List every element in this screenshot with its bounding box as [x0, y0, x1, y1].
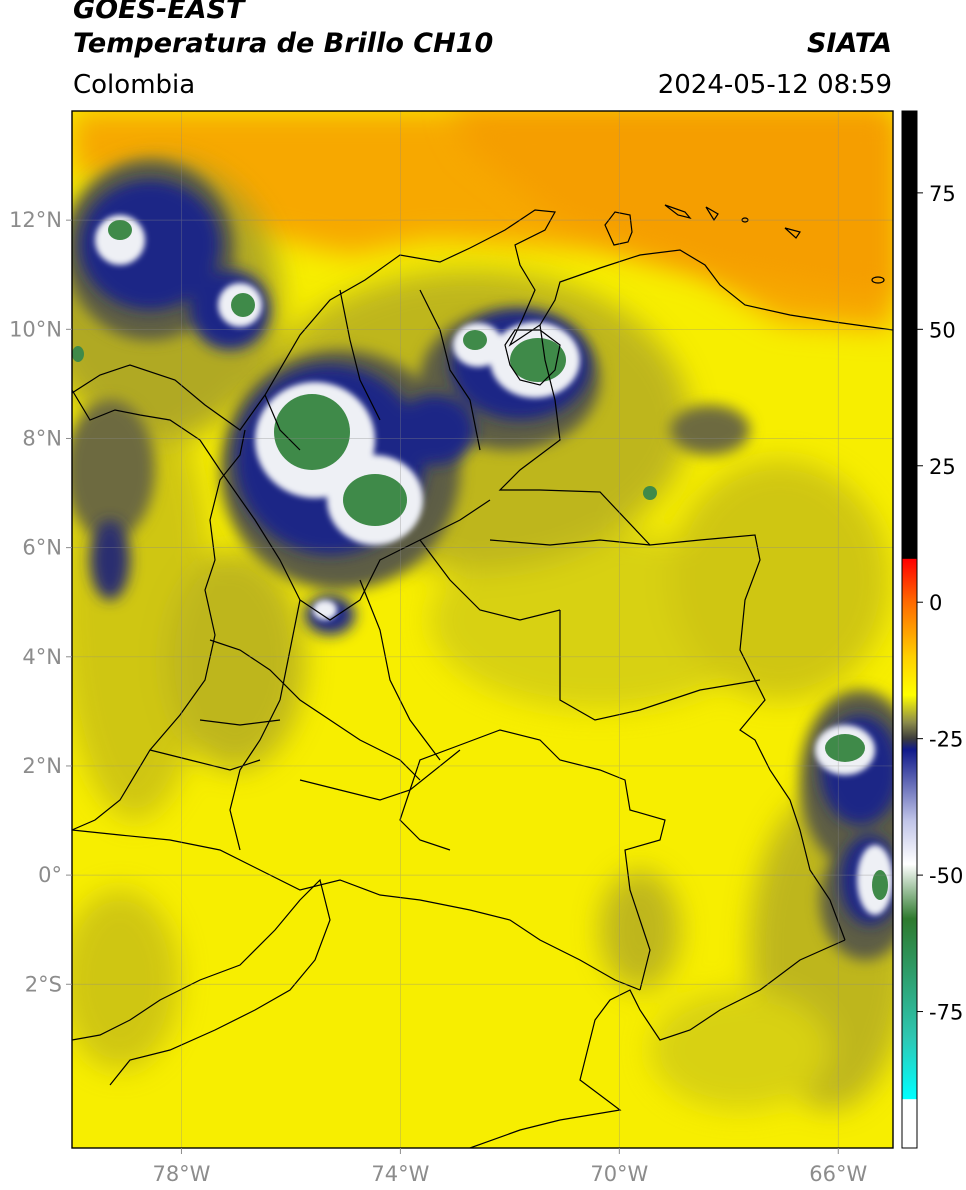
colorbar-tick-label: -75: [929, 1001, 963, 1025]
lat-tick-label: 0°: [38, 863, 62, 887]
colorbar: 75 50 25 0 -25 -50 -75: [901, 110, 963, 1149]
lat-tick-label: 12°N: [9, 208, 62, 232]
colorbar-tick-label: 0: [929, 591, 942, 615]
lat-tick-label: 6°N: [22, 536, 62, 560]
lon-tick-label: 66°W: [809, 1162, 867, 1186]
caribbean-warmest-area: [450, 111, 893, 300]
lat-tick-label: 10°N: [9, 317, 62, 341]
internal-dept-11: [264, 394, 301, 451]
lon-tick-label: 78°W: [152, 1162, 210, 1186]
internal-dept-10: [339, 289, 381, 421]
colorbar-tick-label: -25: [929, 728, 963, 752]
internal-dept-3: [229, 699, 281, 851]
internal-dept-9: [419, 289, 481, 451]
timestamp-label: 2024-05-12 08:59: [657, 70, 892, 100]
internal-dept-4: [299, 749, 461, 801]
map-frame: [71, 110, 894, 1149]
internal-dept-6: [419, 539, 561, 621]
internal-dept-1: [219, 469, 491, 621]
colorbar-tick-label: 75: [929, 182, 956, 206]
product-title: Temperatura de Brillo CH10: [73, 28, 494, 59]
lon-tick-label: 70°W: [590, 1162, 648, 1186]
lat-tick-label: 4°N: [22, 645, 62, 669]
internal-dept-7: [559, 610, 761, 721]
coastlines-and-borders: [72, 209, 893, 1148]
colorbar-tick-label: 50: [929, 318, 956, 342]
colorbar-frame: [901, 110, 918, 1149]
islands: [664, 204, 885, 284]
internal-dept-8: [489, 539, 651, 546]
peru-ecuador-border: [72, 829, 641, 991]
map-gridlines: [72, 111, 893, 1148]
latitude-ticks: 12°N 10°N 8°N 6°N 4°N 2°N 0° 2°S: [9, 208, 72, 996]
ecuador-coast: [72, 878, 331, 1086]
colombia-border-south: [469, 939, 846, 1148]
colombia-border-east: [498, 324, 846, 941]
venezuela-lake: [504, 329, 561, 386]
coldest-cloud-green: [72, 220, 888, 900]
panama-outline: [72, 389, 221, 471]
colorbar-tick-label: 25: [929, 455, 956, 479]
paraguana-peninsula: [604, 211, 633, 246]
lat-tick-label: 2°N: [22, 754, 62, 778]
longitude-ticks: 78°W 74°W 70°W 66°W: [152, 1148, 867, 1186]
region-label: Colombia: [73, 70, 196, 100]
internal-dept-14: [199, 719, 281, 726]
internal-dept-2: [209, 639, 421, 781]
colorbar-gradient: [902, 111, 917, 1148]
brightness-temperature-field: [72, 111, 893, 1148]
pacific-coastline: [72, 429, 246, 831]
lat-tick-label: 2°S: [25, 972, 62, 996]
satellite-title: GOES-EAST: [73, 0, 245, 25]
lon-tick-label: 74°W: [371, 1162, 429, 1186]
agency-label: SIATA: [806, 28, 892, 59]
internal-dept-12: [149, 749, 261, 771]
colorbar-ticks: 75 50 25 0 -25 -50 -75: [917, 182, 963, 1025]
colorbar-tick-label: -50: [929, 864, 963, 888]
internal-dept-5: [359, 579, 441, 761]
internal-dept-13: [279, 599, 301, 701]
lat-tick-label: 8°N: [22, 426, 62, 450]
caribbean-coastline: [72, 209, 893, 431]
